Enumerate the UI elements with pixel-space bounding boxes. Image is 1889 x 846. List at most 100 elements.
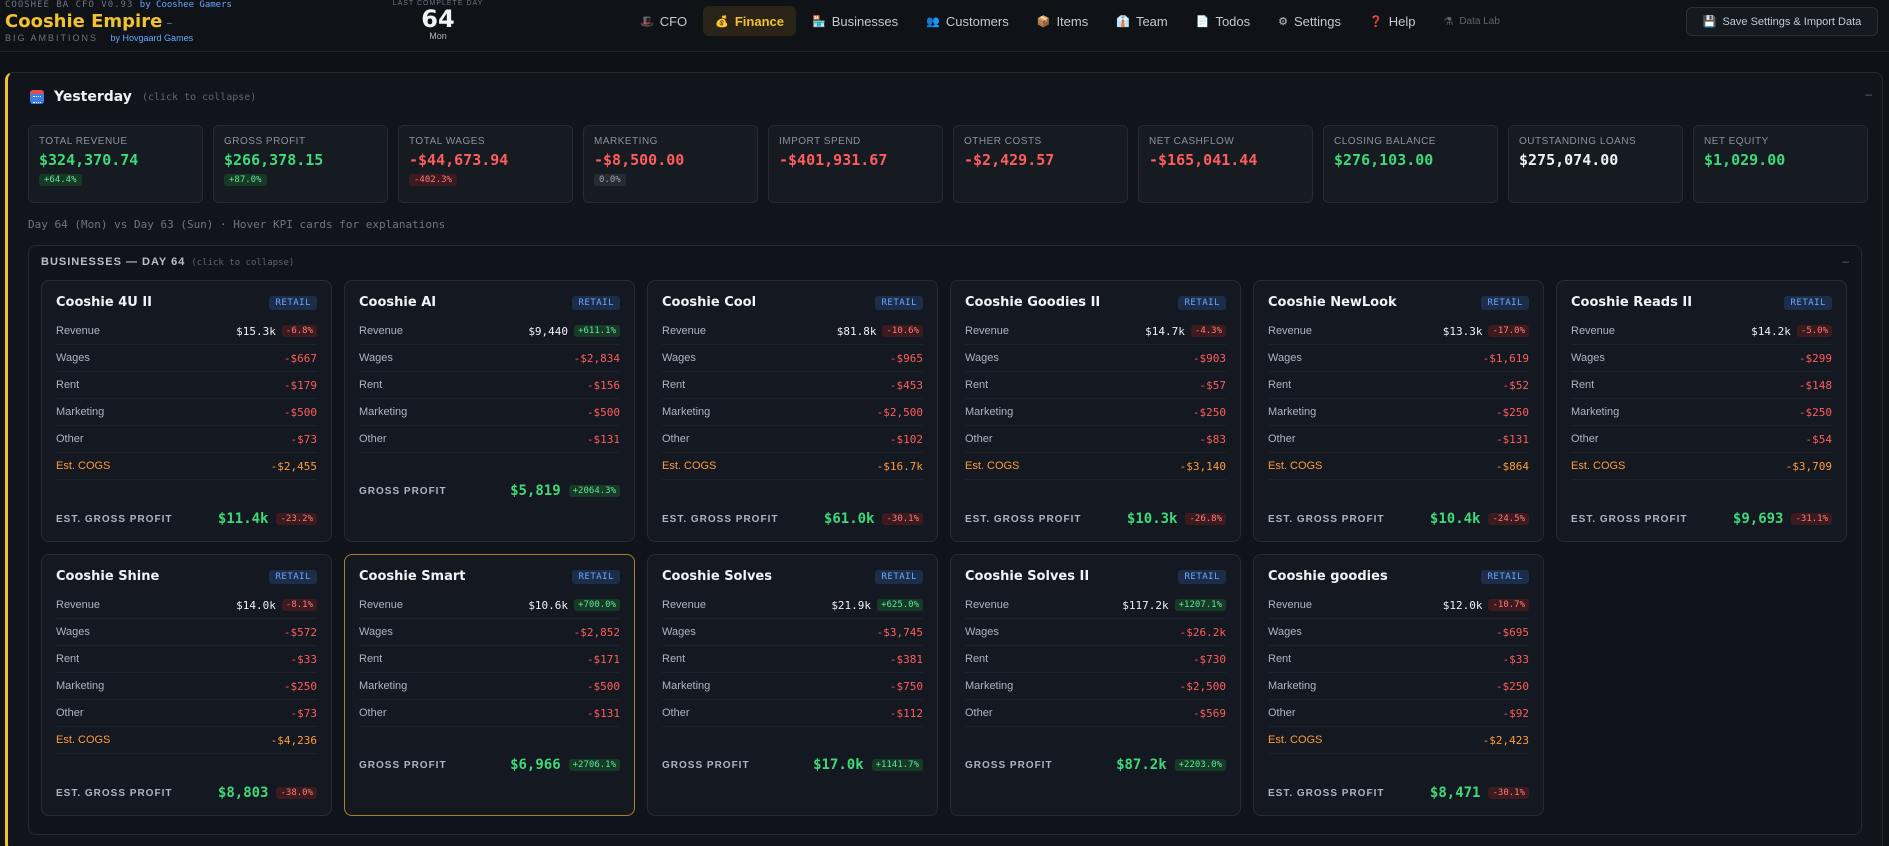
gross-profit-row: GROSS PROFIT $6,966 +2706.1%: [359, 757, 620, 773]
nav-help-icon: ❓: [1369, 15, 1383, 28]
rent-value: -$730: [1192, 652, 1226, 666]
kpi-card[interactable]: NET CASHFLOW -$165,041.44: [1138, 125, 1313, 203]
kpi-card[interactable]: OTHER COSTS -$2,429.57: [953, 125, 1128, 203]
business-name: Cooshie AI: [359, 295, 437, 310]
kpi-value: $266,378.15: [224, 151, 324, 169]
business-name: Cooshie Shine: [56, 569, 160, 584]
business-card[interactable]: Cooshie Shine RETAIL Revenue $14.0k -8.1% Wag…: [41, 554, 332, 816]
rent-row: Rent -$381: [662, 646, 923, 673]
business-card[interactable]: Cooshie AI RETAIL Revenue $9,440 +611.1% Wage…: [344, 280, 635, 542]
revenue-row: Revenue $15.3k -6.8%: [56, 318, 317, 345]
businesses-header[interactable]: BUSINESSES — DAY 64 (click to collapse): [41, 256, 294, 268]
nav-data-lab[interactable]: ⚗ Data Lab: [1431, 6, 1511, 36]
wages-value: -$2,834: [573, 351, 620, 365]
revenue-change-badge: -17.0%: [1488, 325, 1529, 337]
business-card[interactable]: Cooshie goodies RETAIL Revenue $12.0k -10.7%…: [1253, 554, 1544, 816]
kpi-card[interactable]: TOTAL REVENUE $324,370.74 +64.4%: [28, 125, 203, 203]
revenue-value-group: $9,440 +611.1%: [528, 325, 620, 338]
marketing-row: Marketing -$500: [359, 673, 620, 700]
gross-profit-change-badge: -26.8%: [1185, 513, 1226, 525]
business-card[interactable]: Cooshie NewLook RETAIL Revenue $13.3k -17.0%…: [1253, 280, 1544, 542]
wages-value: -$3,745: [876, 625, 923, 639]
kpi-card[interactable]: CLOSING BALANCE $276,103.00: [1323, 125, 1498, 203]
business-card-header: Cooshie Shine RETAIL: [56, 569, 317, 584]
revenue-row: Revenue $117.2k +1207.1%: [965, 592, 1226, 619]
rent-row: Rent -$156: [359, 372, 620, 399]
save-settings-import-button[interactable]: 💾 Save Settings & Import Data: [1686, 7, 1878, 36]
business-card[interactable]: Cooshie Goodies II RETAIL Revenue $14.7k -4.…: [950, 280, 1241, 542]
row-label: Marketing: [662, 406, 711, 418]
gross-profit-label: GROSS PROFIT: [965, 759, 1053, 771]
nav-settings[interactable]: ⚙ Settings: [1266, 6, 1353, 36]
rent-row: Rent -$33: [56, 646, 317, 673]
business-card[interactable]: Cooshie Cool RETAIL Revenue $81.8k -10.6% Wag…: [647, 280, 938, 542]
business-card[interactable]: Cooshie Smart RETAIL Revenue $10.6k +700.0% W…: [344, 554, 635, 816]
nav-finance[interactable]: 💰 Finance: [703, 6, 796, 36]
cogs-value: -$3,140: [1179, 459, 1226, 473]
marketing-row: Marketing -$250: [965, 399, 1226, 426]
gross-profit-label: GROSS PROFIT: [662, 759, 750, 771]
kpi-card[interactable]: OUTSTANDING LOANS $275,074.00: [1508, 125, 1683, 203]
gross-profit-row: EST. GROSS PROFIT $10.3k -26.8%: [965, 511, 1226, 527]
business-card-header: Cooshie Goodies II RETAIL: [965, 295, 1226, 310]
other-row: Other -$131: [1268, 426, 1529, 453]
business-card[interactable]: Cooshie Solves II RETAIL Revenue $117.2k +12…: [950, 554, 1241, 816]
marketing-value: -$500: [586, 405, 620, 419]
marketing-row: Marketing -$250: [1268, 399, 1529, 426]
gross-profit-value: $87.2k: [1116, 757, 1167, 773]
businesses-collapse-icon[interactable]: –: [1842, 254, 1849, 268]
panel-header[interactable]: Yesterday (click to collapse): [30, 89, 256, 105]
nav-finance-label: Finance: [734, 13, 784, 29]
business-card[interactable]: Cooshie 4U II RETAIL Revenue $15.3k -6.8% Wag…: [41, 280, 332, 542]
company-name-dash: –: [166, 16, 173, 30]
gross-profit-change-badge: +1141.7%: [871, 759, 923, 771]
nav-team-icon: 👔: [1116, 15, 1130, 28]
row-label: Wages: [1268, 626, 1302, 638]
rent-value: -$156: [586, 378, 620, 392]
nav-team-label: Team: [1135, 13, 1168, 29]
row-label: Rent: [56, 653, 80, 665]
gross-profit-row: GROSS PROFIT $17.0k +1141.7%: [662, 757, 923, 773]
cogs-row: Est. COGS -$3,140: [965, 453, 1226, 480]
kpi-card[interactable]: TOTAL WAGES -$44,673.94 -402.3%: [398, 125, 573, 203]
business-card-header: Cooshie NewLook RETAIL: [1268, 295, 1529, 310]
kpi-value: $276,103.00: [1334, 151, 1434, 169]
kpi-card[interactable]: NET EQUITY $1,029.00: [1693, 125, 1868, 203]
kpi-card[interactable]: MARKETING -$8,500.00 0.0%: [583, 125, 758, 203]
last-complete-day: LAST COMPLETE DAY 64 Mon: [388, 0, 488, 41]
gross-profit-value: $10.4k: [1429, 511, 1481, 527]
nav-cfo[interactable]: 🎩 CFO: [628, 6, 699, 36]
row-label: Wages: [56, 626, 90, 638]
other-value: -$54: [1805, 432, 1833, 446]
rent-row: Rent -$730: [965, 646, 1226, 673]
nav-todos[interactable]: 📄 Todos: [1184, 6, 1262, 36]
wages-row: Wages -$667: [56, 345, 317, 372]
nav-help[interactable]: ❓ Help: [1357, 6, 1427, 36]
gross-profit-value-group: $11.4k -23.2%: [218, 511, 317, 527]
wages-value: -$1,619: [1482, 351, 1529, 365]
business-card[interactable]: Cooshie Solves RETAIL Revenue $21.9k +625.0%…: [647, 554, 938, 816]
gross-profit-value: $8,471: [1429, 785, 1481, 801]
nav-businesses[interactable]: 🏪 Businesses: [800, 6, 910, 36]
marketing-row: Marketing -$2,500: [662, 399, 923, 426]
panel-collapse-icon[interactable]: –: [1865, 87, 1872, 101]
rent-value: -$57: [1199, 378, 1227, 392]
kpi-card[interactable]: IMPORT SPEND -$401,931.67: [768, 125, 943, 203]
gross-profit-row: EST. GROSS PROFIT $11.4k -23.2%: [56, 511, 317, 527]
wages-row: Wages -$2,852: [359, 619, 620, 646]
nav-team[interactable]: 👔 Team: [1104, 6, 1180, 36]
kpi-card[interactable]: GROSS PROFIT $266,378.15 +87.0%: [213, 125, 388, 203]
day-weekday: Mon: [429, 31, 447, 41]
gross-profit-value-group: $10.3k -26.8%: [1127, 511, 1226, 527]
other-row: Other -$112: [662, 700, 923, 727]
business-card[interactable]: Cooshie Reads II RETAIL Revenue $14.2k -5.0%…: [1556, 280, 1847, 542]
rent-value: -$148: [1798, 378, 1832, 392]
other-value: -$102: [889, 432, 923, 446]
business-name: Cooshie Cool: [662, 295, 757, 310]
kpi-change-badge: +87.0%: [224, 174, 267, 186]
gross-profit-value-group: $9,693 -31.1%: [1733, 511, 1832, 527]
other-value: -$131: [1495, 432, 1529, 446]
nav-customers[interactable]: 👥 Customers: [914, 6, 1021, 36]
nav-items[interactable]: 📦 Items: [1025, 6, 1101, 36]
kpi-value: $324,370.74: [39, 151, 139, 169]
